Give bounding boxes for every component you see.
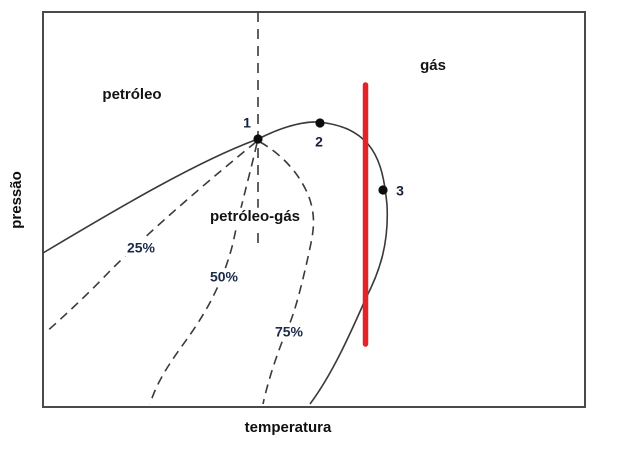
region-label-gas: gás bbox=[420, 56, 446, 74]
point-1-dot bbox=[253, 134, 263, 144]
quality-line-75 bbox=[259, 141, 315, 405]
phase-envelope-curve bbox=[42, 121, 389, 405]
region-label-oil-gas: petróleo-gás bbox=[206, 207, 304, 227]
plot-border bbox=[42, 11, 586, 408]
quality-line-25 bbox=[44, 141, 257, 334]
quality-label-25: 25% bbox=[123, 239, 159, 257]
point-2-label: 2 bbox=[315, 133, 323, 150]
point-3-label: 3 bbox=[396, 182, 404, 199]
quality-label-50: 50% bbox=[206, 268, 242, 286]
point-3-dot bbox=[378, 185, 388, 195]
y-axis-label: pressão bbox=[7, 171, 25, 229]
x-axis-label: temperatura bbox=[244, 418, 332, 436]
point-2-dot bbox=[315, 118, 325, 128]
point-1-label: 1 bbox=[243, 114, 251, 131]
quality-line-50 bbox=[149, 142, 258, 405]
region-label-oil: petróleo bbox=[102, 85, 162, 103]
quality-label-75: 75% bbox=[271, 323, 307, 341]
